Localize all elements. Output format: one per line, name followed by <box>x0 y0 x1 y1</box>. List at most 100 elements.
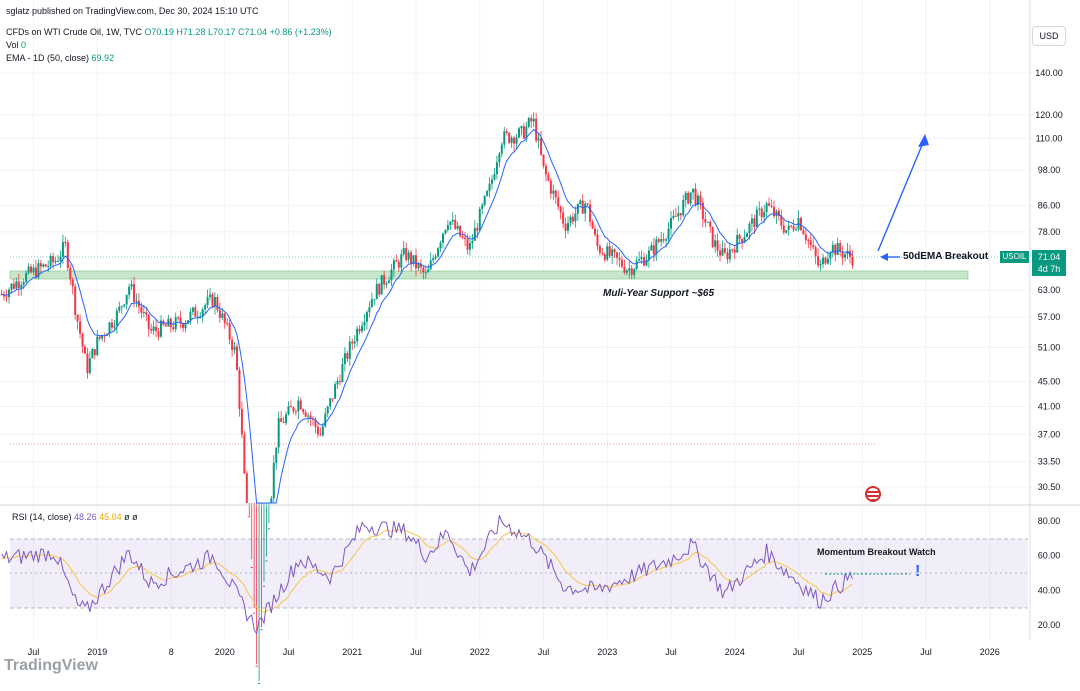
candle-body <box>645 259 648 266</box>
candle-body <box>464 237 467 239</box>
candle-body <box>15 281 18 289</box>
candle-body <box>517 128 520 138</box>
candle-body <box>799 217 802 231</box>
rsi-label[interactable]: RSI (14, close) <box>12 512 72 522</box>
time-tick-label: 2023 <box>597 647 617 657</box>
candle-body <box>772 206 775 217</box>
candle-body <box>285 414 288 423</box>
momentum-annotation[interactable]: Momentum Breakout Watch <box>817 547 936 557</box>
candle-body <box>473 228 476 241</box>
candle-body <box>69 267 72 280</box>
ema-label[interactable]: EMA - 1D (50, close) <box>6 53 90 63</box>
price-tick-label: 98.00 <box>1038 165 1061 175</box>
candle-body <box>540 138 543 155</box>
rsi-extra-1: ø <box>124 512 130 522</box>
rsi-value: 48.26 <box>74 512 97 522</box>
candle-body <box>314 419 317 427</box>
candle-body <box>223 313 226 323</box>
support-annotation[interactable]: Muli-Year Support ~$65 <box>603 288 715 299</box>
candle-body <box>37 263 40 278</box>
candle-body <box>250 566 253 568</box>
rsi-ma-line <box>1 528 853 613</box>
candle-body <box>611 249 614 256</box>
change-value: +0.86 (+1.23%) <box>269 27 332 37</box>
candle-body <box>434 256 437 259</box>
price-tick-label: 30.50 <box>1038 482 1061 492</box>
candle-body <box>429 260 432 270</box>
candle-body <box>20 284 23 288</box>
candle-body <box>282 421 285 423</box>
high-value: H71.28 <box>176 27 206 37</box>
candle-body <box>706 221 709 223</box>
candle-body <box>454 219 457 229</box>
rsi-legend: RSI (14, close) 48.26 45.04 ø ø <box>12 512 138 522</box>
candle-body <box>34 267 37 278</box>
candle-body <box>338 380 341 383</box>
candle-body <box>59 256 62 261</box>
candle-body <box>113 325 116 328</box>
candle-body <box>638 258 641 261</box>
candle-body <box>186 320 189 324</box>
time-tick-label: Jul <box>920 647 932 657</box>
candle-body <box>628 268 631 271</box>
candle-body <box>552 190 555 194</box>
candle-body <box>623 266 626 273</box>
price-tick-label: 41.00 <box>1038 402 1061 412</box>
rsi-axis[interactable]: 80.00 60.00 40.00 20.00 <box>1038 516 1061 630</box>
candle-body <box>209 294 212 298</box>
candle-body <box>336 380 339 385</box>
candle-body <box>233 346 236 350</box>
currency-button[interactable]: USD <box>1032 26 1066 46</box>
candle-body <box>292 407 295 412</box>
time-tick-label: 2021 <box>342 647 362 657</box>
candle-body <box>199 316 202 318</box>
candle-body <box>755 209 758 227</box>
candle-body <box>481 204 484 209</box>
candle-body <box>574 213 577 222</box>
candle-body <box>461 236 464 238</box>
candle-body <box>834 244 837 255</box>
candle-body <box>172 327 175 330</box>
candle-body <box>728 249 731 260</box>
time-tick-label: Jul <box>28 647 40 657</box>
vol-label[interactable]: Vol <box>6 40 19 50</box>
candle-body <box>719 250 722 256</box>
candle-body <box>189 311 192 321</box>
time-tick-label: 2026 <box>980 647 1000 657</box>
candle-body <box>569 216 572 223</box>
candle-body <box>848 250 851 257</box>
rsi-tick-label: 80.00 <box>1038 516 1061 526</box>
candle-body <box>699 195 702 203</box>
candle-body <box>670 218 672 229</box>
time-tick-label: 2022 <box>470 647 490 657</box>
candle-body <box>294 411 297 413</box>
candle-body <box>819 264 822 266</box>
price-tick-label: 63.00 <box>1038 285 1061 295</box>
candle-body <box>248 516 251 518</box>
candle-body <box>564 223 567 231</box>
candle-body <box>88 358 91 374</box>
candle-body <box>380 275 383 295</box>
us-flag-icon[interactable] <box>865 486 881 502</box>
candle-body <box>731 249 734 251</box>
candle-body <box>351 341 354 344</box>
time-axis[interactable]: Jul 2019 8 2020 Jul 2021 Jul 2022 Jul 2023 Jul 2024… <box>28 647 1000 657</box>
candle-body <box>451 219 454 222</box>
candle-body <box>535 118 538 141</box>
candle-body <box>130 284 133 287</box>
price-axis[interactable]: 140.00 120.00 110.00 98.00 86.00 78.00 63.00 57… <box>1035 68 1063 492</box>
candle-body <box>410 252 413 264</box>
candle-body <box>486 190 489 196</box>
candle-body <box>378 283 381 295</box>
candle-body <box>3 294 6 297</box>
candle-body <box>319 434 322 436</box>
breakout-annotation[interactable]: 50dEMA Breakout <box>903 251 989 262</box>
candle-body <box>716 240 719 251</box>
candle-body <box>329 398 332 407</box>
candle-body <box>650 245 653 251</box>
candle-body <box>270 498 273 503</box>
symbol-name[interactable]: CFDs on WTI Crude Oil, 1W, TVC <box>6 27 142 37</box>
candle-body <box>760 208 763 218</box>
candle-body <box>777 210 780 217</box>
